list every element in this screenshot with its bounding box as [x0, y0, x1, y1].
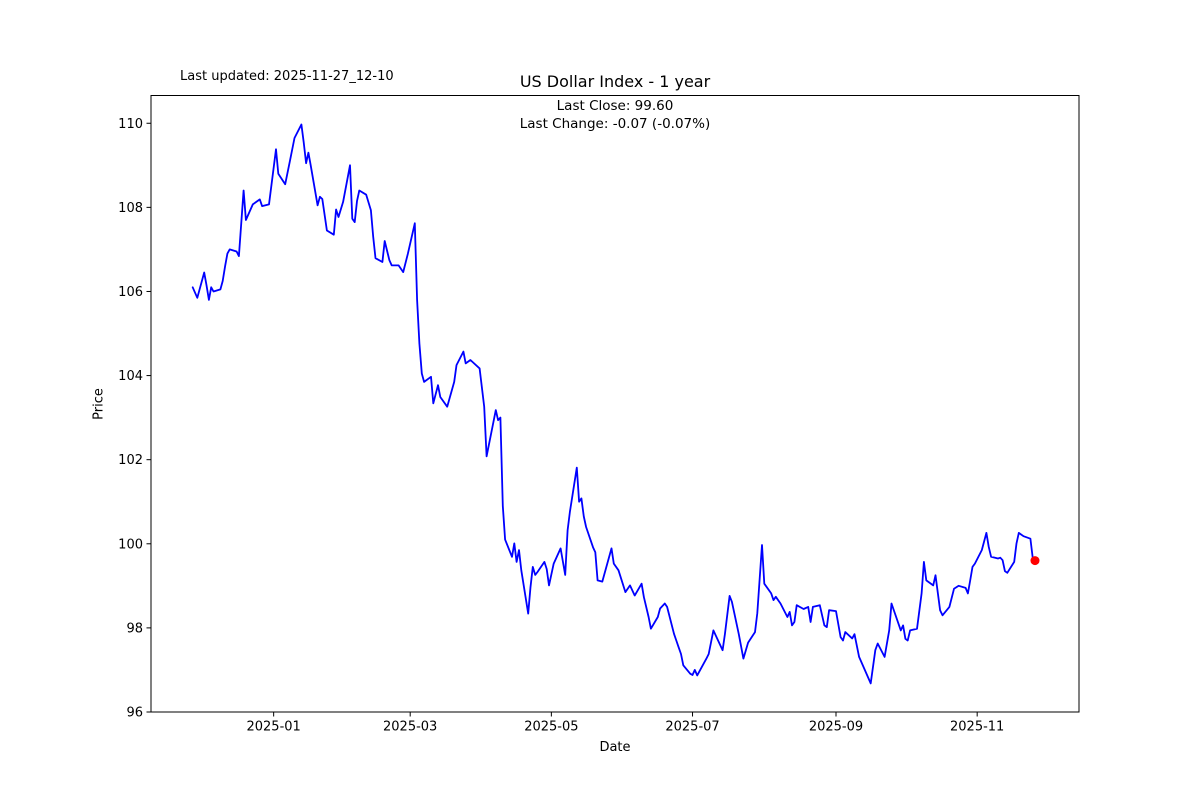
last-price-marker	[1030, 556, 1040, 566]
y-tick-label: 106	[118, 285, 143, 300]
y-tick-label: 108	[118, 201, 143, 216]
x-tick-label: 2025-01	[246, 720, 300, 735]
last-close-annotation: Last Close: 99.60 Last Change: -0.07 (-0…	[151, 98, 1079, 133]
x-tick-label: 2025-07	[665, 720, 719, 735]
chart-title: US Dollar Index - 1 year	[519, 72, 711, 91]
y-tick-label: 102	[118, 453, 143, 468]
x-tick-label: 2025-03	[383, 720, 437, 735]
y-tick-label: 96	[126, 706, 143, 721]
y-tick-label: 98	[126, 621, 143, 636]
last-updated-text: Last updated: 2025-11-27_12-10	[180, 69, 394, 84]
price-line	[191, 123, 1036, 685]
plot-border	[150, 95, 1080, 713]
y-tick-label: 104	[118, 369, 143, 384]
x-axis-label: Date	[599, 740, 631, 755]
x-tick-label: 2025-05	[524, 720, 578, 735]
last-close-line: Last Close: 99.60	[556, 98, 674, 114]
y-tick-label: 110	[118, 117, 143, 132]
y-tick-label: 100	[118, 537, 143, 552]
x-tick-label: 2025-11	[950, 720, 1004, 735]
x-tick-label: 2025-09	[809, 720, 863, 735]
last-change-line: Last Change: -0.07 (-0.07%)	[519, 115, 711, 132]
y-axis-label: Price	[91, 388, 107, 420]
